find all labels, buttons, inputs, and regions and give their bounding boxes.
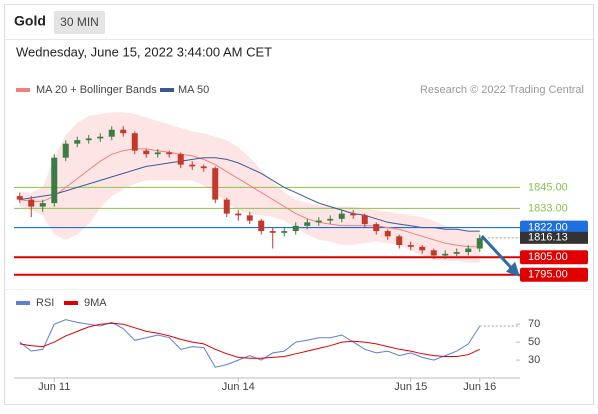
legend-label: MA 20 + Bollinger Bands bbox=[36, 84, 157, 96]
candle-body bbox=[373, 224, 380, 232]
indicator-line bbox=[19, 322, 481, 359]
legend-swatch bbox=[64, 301, 78, 305]
candle-body bbox=[350, 213, 357, 216]
instrument-title: Gold bbox=[14, 13, 46, 29]
candle-body bbox=[85, 138, 92, 141]
candle-body bbox=[62, 143, 69, 158]
candle-body bbox=[120, 129, 127, 134]
level-box bbox=[520, 250, 588, 265]
candle-body bbox=[108, 129, 115, 137]
level-label: 1833.00 bbox=[528, 202, 568, 214]
candle-body bbox=[327, 218, 334, 221]
last-price-box bbox=[520, 231, 588, 244]
candle-body bbox=[419, 246, 426, 251]
legend-label: RSI bbox=[36, 297, 54, 309]
candle-body bbox=[223, 199, 230, 214]
date: Wednesday, June 15, 2022 3:44:00 AM CET bbox=[16, 44, 272, 59]
candle-body bbox=[143, 150, 150, 155]
x-tick-label: Jun 15 bbox=[394, 381, 427, 393]
legend-swatch bbox=[16, 88, 30, 92]
y-tick-label: 70 bbox=[528, 318, 540, 330]
candle-body bbox=[235, 213, 242, 216]
candle-body bbox=[430, 250, 437, 256]
candle-body bbox=[51, 157, 58, 204]
legend-label: MA 50 bbox=[178, 84, 209, 96]
x-tick-label: Jun 11 bbox=[38, 381, 70, 393]
level-box bbox=[520, 220, 588, 235]
forecast-arrow bbox=[480, 235, 516, 272]
candle-body bbox=[269, 231, 276, 233]
x-tick-label: Jun 14 bbox=[222, 381, 255, 393]
last-price-label: 1816.13 bbox=[528, 232, 568, 244]
candle-body bbox=[304, 222, 311, 226]
legend-swatch bbox=[160, 88, 174, 92]
candle-body bbox=[407, 245, 414, 247]
level-label: 1805.00 bbox=[528, 251, 568, 263]
candle-body bbox=[246, 215, 253, 221]
candle-body bbox=[154, 152, 161, 155]
candle-body bbox=[200, 166, 207, 169]
candle-body bbox=[338, 213, 345, 219]
candle-body bbox=[166, 152, 173, 155]
forecast-arrowhead bbox=[506, 261, 520, 277]
timeframe-tag[interactable] bbox=[54, 11, 105, 34]
ma20-line bbox=[19, 148, 480, 248]
candle-body bbox=[74, 140, 81, 144]
candle-body bbox=[177, 154, 184, 165]
candle-body bbox=[476, 238, 483, 249]
candle-body bbox=[292, 225, 299, 232]
y-tick-label: 50 bbox=[528, 336, 540, 348]
candle-body bbox=[396, 236, 403, 246]
legend-swatch bbox=[16, 301, 30, 305]
candle-body bbox=[97, 136, 104, 139]
candle-body bbox=[465, 248, 472, 253]
candle-body bbox=[131, 133, 138, 151]
level-label: 1845.00 bbox=[528, 181, 568, 193]
source-note: Research © 2022 Trading Central bbox=[420, 84, 584, 96]
timeframe[interactable]: 30 MIN bbox=[60, 15, 99, 29]
candle-body bbox=[281, 231, 288, 233]
candle-body bbox=[384, 231, 391, 237]
legend-label: 9MA bbox=[84, 297, 107, 309]
candle-body bbox=[39, 203, 46, 207]
y-tick-label: 30 bbox=[528, 354, 540, 366]
ma50-line bbox=[19, 157, 480, 232]
candle-body bbox=[28, 199, 35, 207]
candle-body bbox=[258, 220, 265, 232]
candle-body bbox=[442, 253, 449, 256]
level-label: 1822.00 bbox=[528, 221, 568, 233]
x-tick-label: Jun 16 bbox=[463, 381, 496, 393]
candle-body bbox=[361, 215, 368, 225]
level-label: 1795.00 bbox=[528, 269, 568, 281]
candle-body bbox=[453, 252, 460, 254]
candle-body bbox=[189, 164, 196, 167]
candle-body bbox=[315, 220, 322, 223]
candle-body bbox=[16, 196, 23, 200]
level-box bbox=[520, 267, 588, 282]
candle-body bbox=[212, 168, 219, 200]
